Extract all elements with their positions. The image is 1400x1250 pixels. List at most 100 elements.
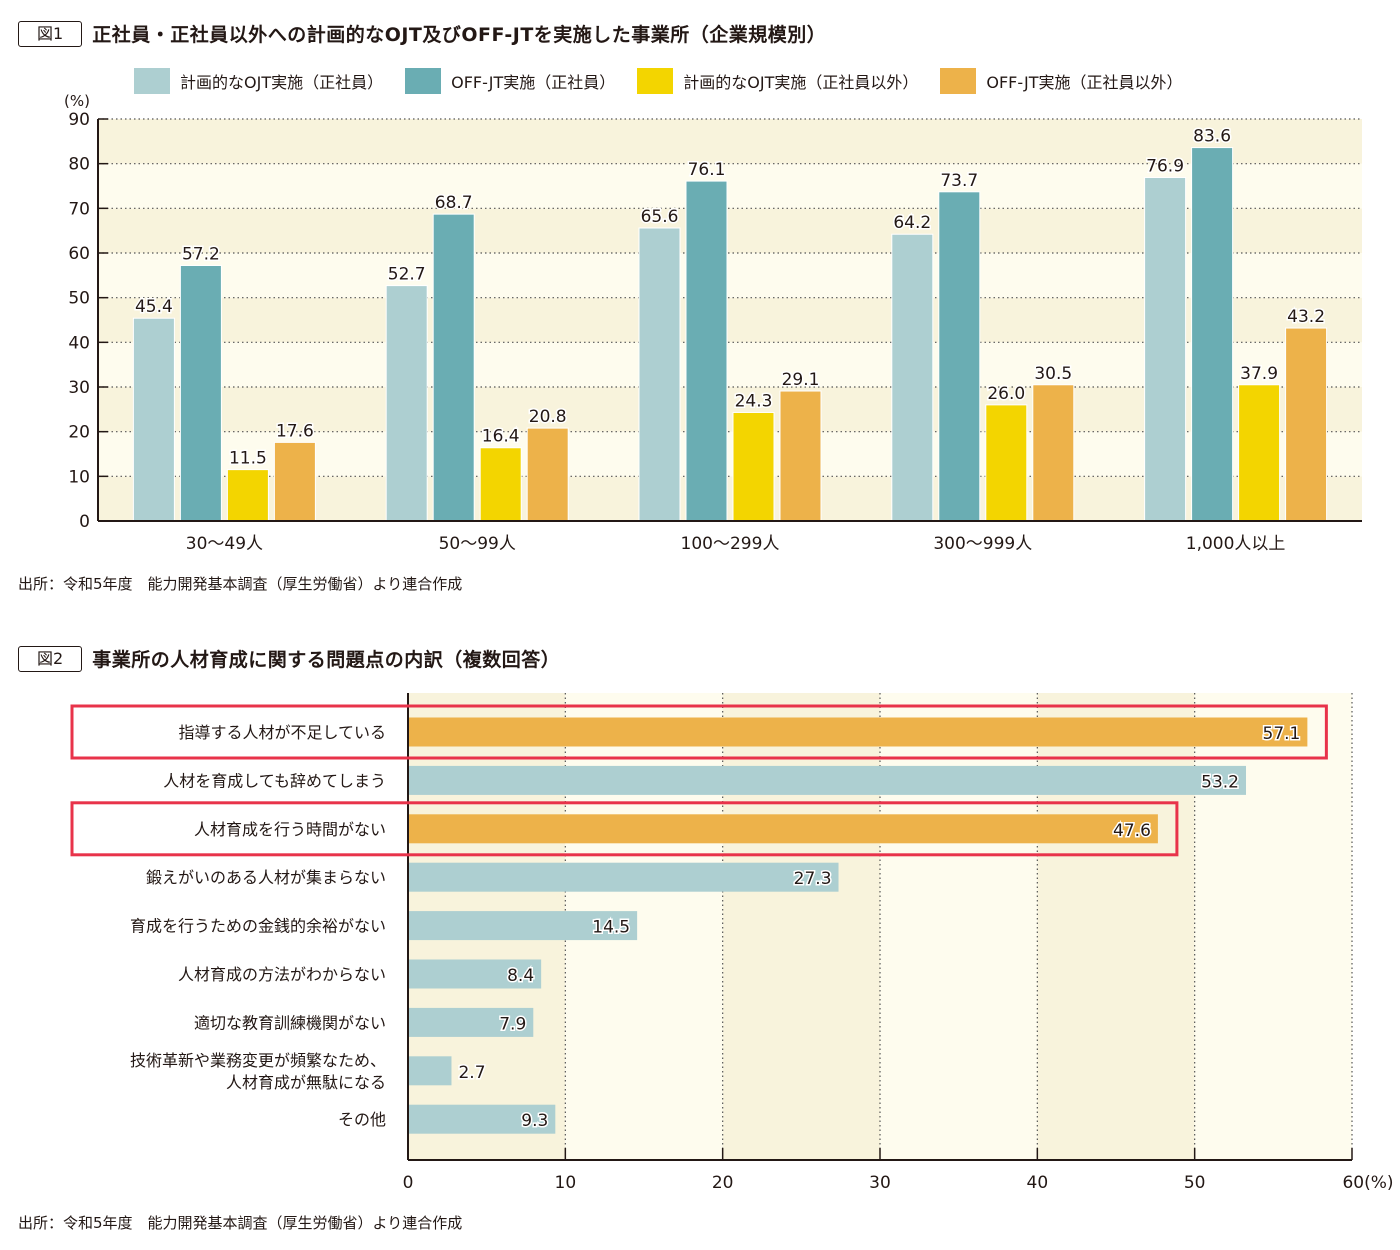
y-tick-label: 20	[68, 423, 90, 443]
bar	[938, 191, 981, 522]
bar	[409, 1056, 452, 1086]
data-label: 14.5	[592, 918, 630, 938]
y-tick-label: 80	[68, 155, 90, 175]
bar	[685, 180, 728, 522]
bar	[409, 717, 1308, 747]
x-tick-label: 60(%)	[1342, 1173, 1393, 1193]
bar	[409, 1007, 534, 1037]
bar	[385, 285, 428, 522]
x-tick-label: 0	[403, 1173, 414, 1193]
data-label: 76.9	[1146, 157, 1184, 177]
data-label: 53.2	[1201, 772, 1239, 792]
bar	[638, 227, 681, 522]
y-tick-label: 10	[68, 467, 90, 487]
plot-band	[1194, 693, 1352, 1160]
bar	[409, 862, 839, 892]
bar	[1285, 327, 1328, 522]
legend-swatch	[940, 68, 977, 94]
figure1-source: 出所：令和5年度 能力開発基本調査（厚生労働省）より連合作成	[18, 575, 463, 593]
legend-item-offjt-regular: OFF-JT実施（正社員）	[405, 68, 615, 94]
legend-label: 計画的なOJT実施（正社員）	[180, 73, 384, 92]
bar	[409, 1104, 556, 1134]
data-label: 65.6	[641, 207, 679, 227]
legend-item-ojt-regular: 計画的なOJT実施（正社員）	[134, 68, 383, 94]
bar	[1191, 147, 1234, 522]
figure1-title: 正社員・正社員以外への計画的なOJT及びOFF-JTを実施した事業所（企業規模別…	[92, 24, 827, 46]
legend-label: OFF-JT実施（正社員以外）	[986, 73, 1183, 92]
data-label: 27.3	[794, 869, 832, 889]
bar	[779, 390, 822, 522]
y-tick-label: 50	[68, 289, 90, 309]
data-label: 7.9	[499, 1014, 526, 1034]
data-label: 8.4	[507, 966, 534, 986]
bar	[891, 233, 934, 522]
highlight-box	[70, 704, 1328, 760]
chart1-bar-chart: (%) 0 10 20 30 40 50 60 70 80 90 30～49人 50～99人 100～2…	[64, 92, 1362, 554]
data-label: 30.5	[1034, 364, 1072, 384]
figure1-header: 図1 正社員・正社員以外への計画的なOJT及びOFF-JTを実施した事業所（企業…	[18, 20, 826, 47]
bar	[132, 317, 175, 522]
bar	[409, 765, 1247, 795]
y-tick-label: 0	[79, 512, 90, 532]
data-label: 43.2	[1287, 307, 1325, 327]
data-label: 76.1	[688, 160, 726, 180]
data-label: 57.2	[182, 245, 220, 265]
category-label: 鍛えがいのある人材が集まらない	[146, 868, 386, 887]
category-label: 育成を行うための金銭的余裕がない	[130, 917, 386, 936]
figure2-header: 図2 事業所の人材育成に関する問題点の内訳（複数回答）	[18, 645, 560, 672]
x-tick-label: 40	[1027, 1173, 1049, 1193]
bar	[1032, 384, 1075, 522]
bar	[409, 814, 1158, 844]
legend-swatch	[637, 68, 674, 94]
chart2-horizontal-bar-chart: 0 10 20 30 40 50 60(%) 指導する人材が不足している人材を育成しても辞めて…	[70, 693, 1394, 1193]
data-label: 83.6	[1193, 127, 1231, 147]
x-tick-label: 20	[712, 1173, 734, 1193]
category-label: 人材育成が無駄になる	[226, 1073, 386, 1092]
y-tick-label: 60	[68, 244, 90, 264]
plot-band	[1037, 693, 1195, 1160]
bar	[526, 427, 569, 522]
bar	[732, 411, 775, 522]
data-label: 16.4	[482, 427, 520, 447]
category-label: 適切な教育訓練機関がない	[194, 1013, 386, 1032]
category-label: 人材育成を行う時間がない	[194, 820, 386, 839]
bar	[409, 911, 638, 941]
plot-band	[722, 693, 880, 1160]
figure2-title: 事業所の人材育成に関する問題点の内訳（複数回答）	[92, 649, 561, 671]
bar	[179, 265, 222, 522]
figure2-source: 出所：令和5年度 能力開発基本調査（厚生労働省）より連合作成	[18, 1214, 463, 1232]
legend-swatch	[405, 68, 442, 94]
y-tick-label: 30	[68, 378, 90, 398]
data-label: 52.7	[388, 265, 426, 285]
x-tick-label: 100～299人	[681, 534, 780, 554]
figure2-badge: 図2	[18, 645, 83, 672]
legend-label: 計画的なOJT実施（正社員以外）	[683, 73, 919, 92]
x-tick-label: 300～999人	[933, 534, 1032, 554]
x-tick-label: 30	[869, 1173, 891, 1193]
x-tick-label: 50～99人	[439, 534, 516, 554]
data-label: 37.9	[1240, 364, 1278, 384]
plot-band	[98, 119, 1362, 164]
data-label: 17.6	[276, 421, 314, 441]
data-label: 57.1	[1263, 724, 1301, 744]
figure1-badge: 図1	[18, 20, 83, 47]
x-tick-label: 30～49人	[186, 534, 263, 554]
data-label: 45.4	[135, 297, 173, 317]
legend-item-ojt-nonregular: 計画的なOJT実施（正社員以外）	[637, 68, 918, 94]
legend-item-offjt-nonregular: OFF-JT実施（正社員以外）	[940, 68, 1183, 94]
x-tick-label: 10	[555, 1173, 577, 1193]
bar	[432, 213, 475, 522]
data-label: 24.3	[735, 391, 773, 411]
y-tick-label: 70	[68, 199, 90, 219]
data-label: 20.8	[529, 407, 567, 427]
bar	[273, 441, 316, 522]
bar	[985, 404, 1028, 522]
bar	[1238, 384, 1281, 522]
y-tick-label: 90	[68, 110, 90, 130]
y-tick-label: 40	[68, 333, 90, 353]
plot-band	[880, 693, 1038, 1160]
category-label: 人材育成の方法がわからない	[178, 965, 386, 984]
legend-swatch	[134, 68, 170, 94]
data-label: 11.5	[229, 449, 267, 469]
bar	[226, 469, 269, 522]
